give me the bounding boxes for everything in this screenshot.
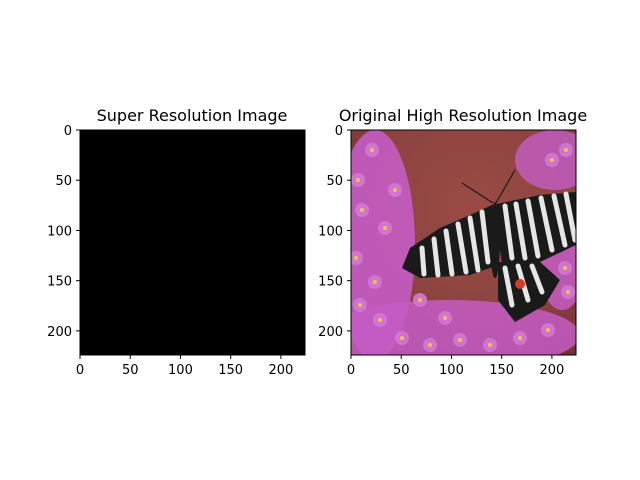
x-tick-label: 50 [393,363,410,378]
x-tick-label: 0 [347,363,355,378]
super-resolution-image [80,130,305,355]
y-tick-label: 50 [326,174,343,189]
x-tick-label: 200 [268,363,293,378]
y-tick-label: 100 [47,224,72,239]
panel-super-resolution: Super Resolution Image 0 50 100 150 200 0 50 1… [47,106,306,378]
x-tick-label: 100 [168,363,193,378]
panel-title-right: Original High Resolution Image [339,106,587,125]
y-tick-label: 0 [64,124,72,139]
y-tick-label: 0 [335,124,343,139]
y-tick-label: 200 [318,325,343,340]
x-ticks-left: 0 50 100 150 200 [76,355,293,378]
y-tick-label: 100 [318,224,343,239]
panel-title-left: Super Resolution Image [97,106,288,125]
y-tick-label: 200 [47,325,72,340]
y-ticks-left: 0 50 100 150 200 [47,124,80,340]
axes-frame-left [79,129,306,356]
x-tick-label: 50 [122,363,139,378]
x-tick-label: 100 [439,363,464,378]
y-tick-label: 150 [318,275,343,290]
y-ticks-right: 0 50 100 150 200 [318,124,351,340]
y-tick-label: 50 [55,174,72,189]
x-tick-label: 200 [539,363,564,378]
x-tick-label: 0 [76,363,84,378]
axes-frame-right [350,129,577,356]
x-tick-label: 150 [489,363,514,378]
y-tick-label: 150 [47,275,72,290]
x-ticks-right: 0 50 100 150 200 [347,355,564,378]
butterfly-photo [351,130,576,355]
panel-original-high-resolution: Original High Resolution Image [318,106,587,378]
x-tick-label: 150 [218,363,243,378]
